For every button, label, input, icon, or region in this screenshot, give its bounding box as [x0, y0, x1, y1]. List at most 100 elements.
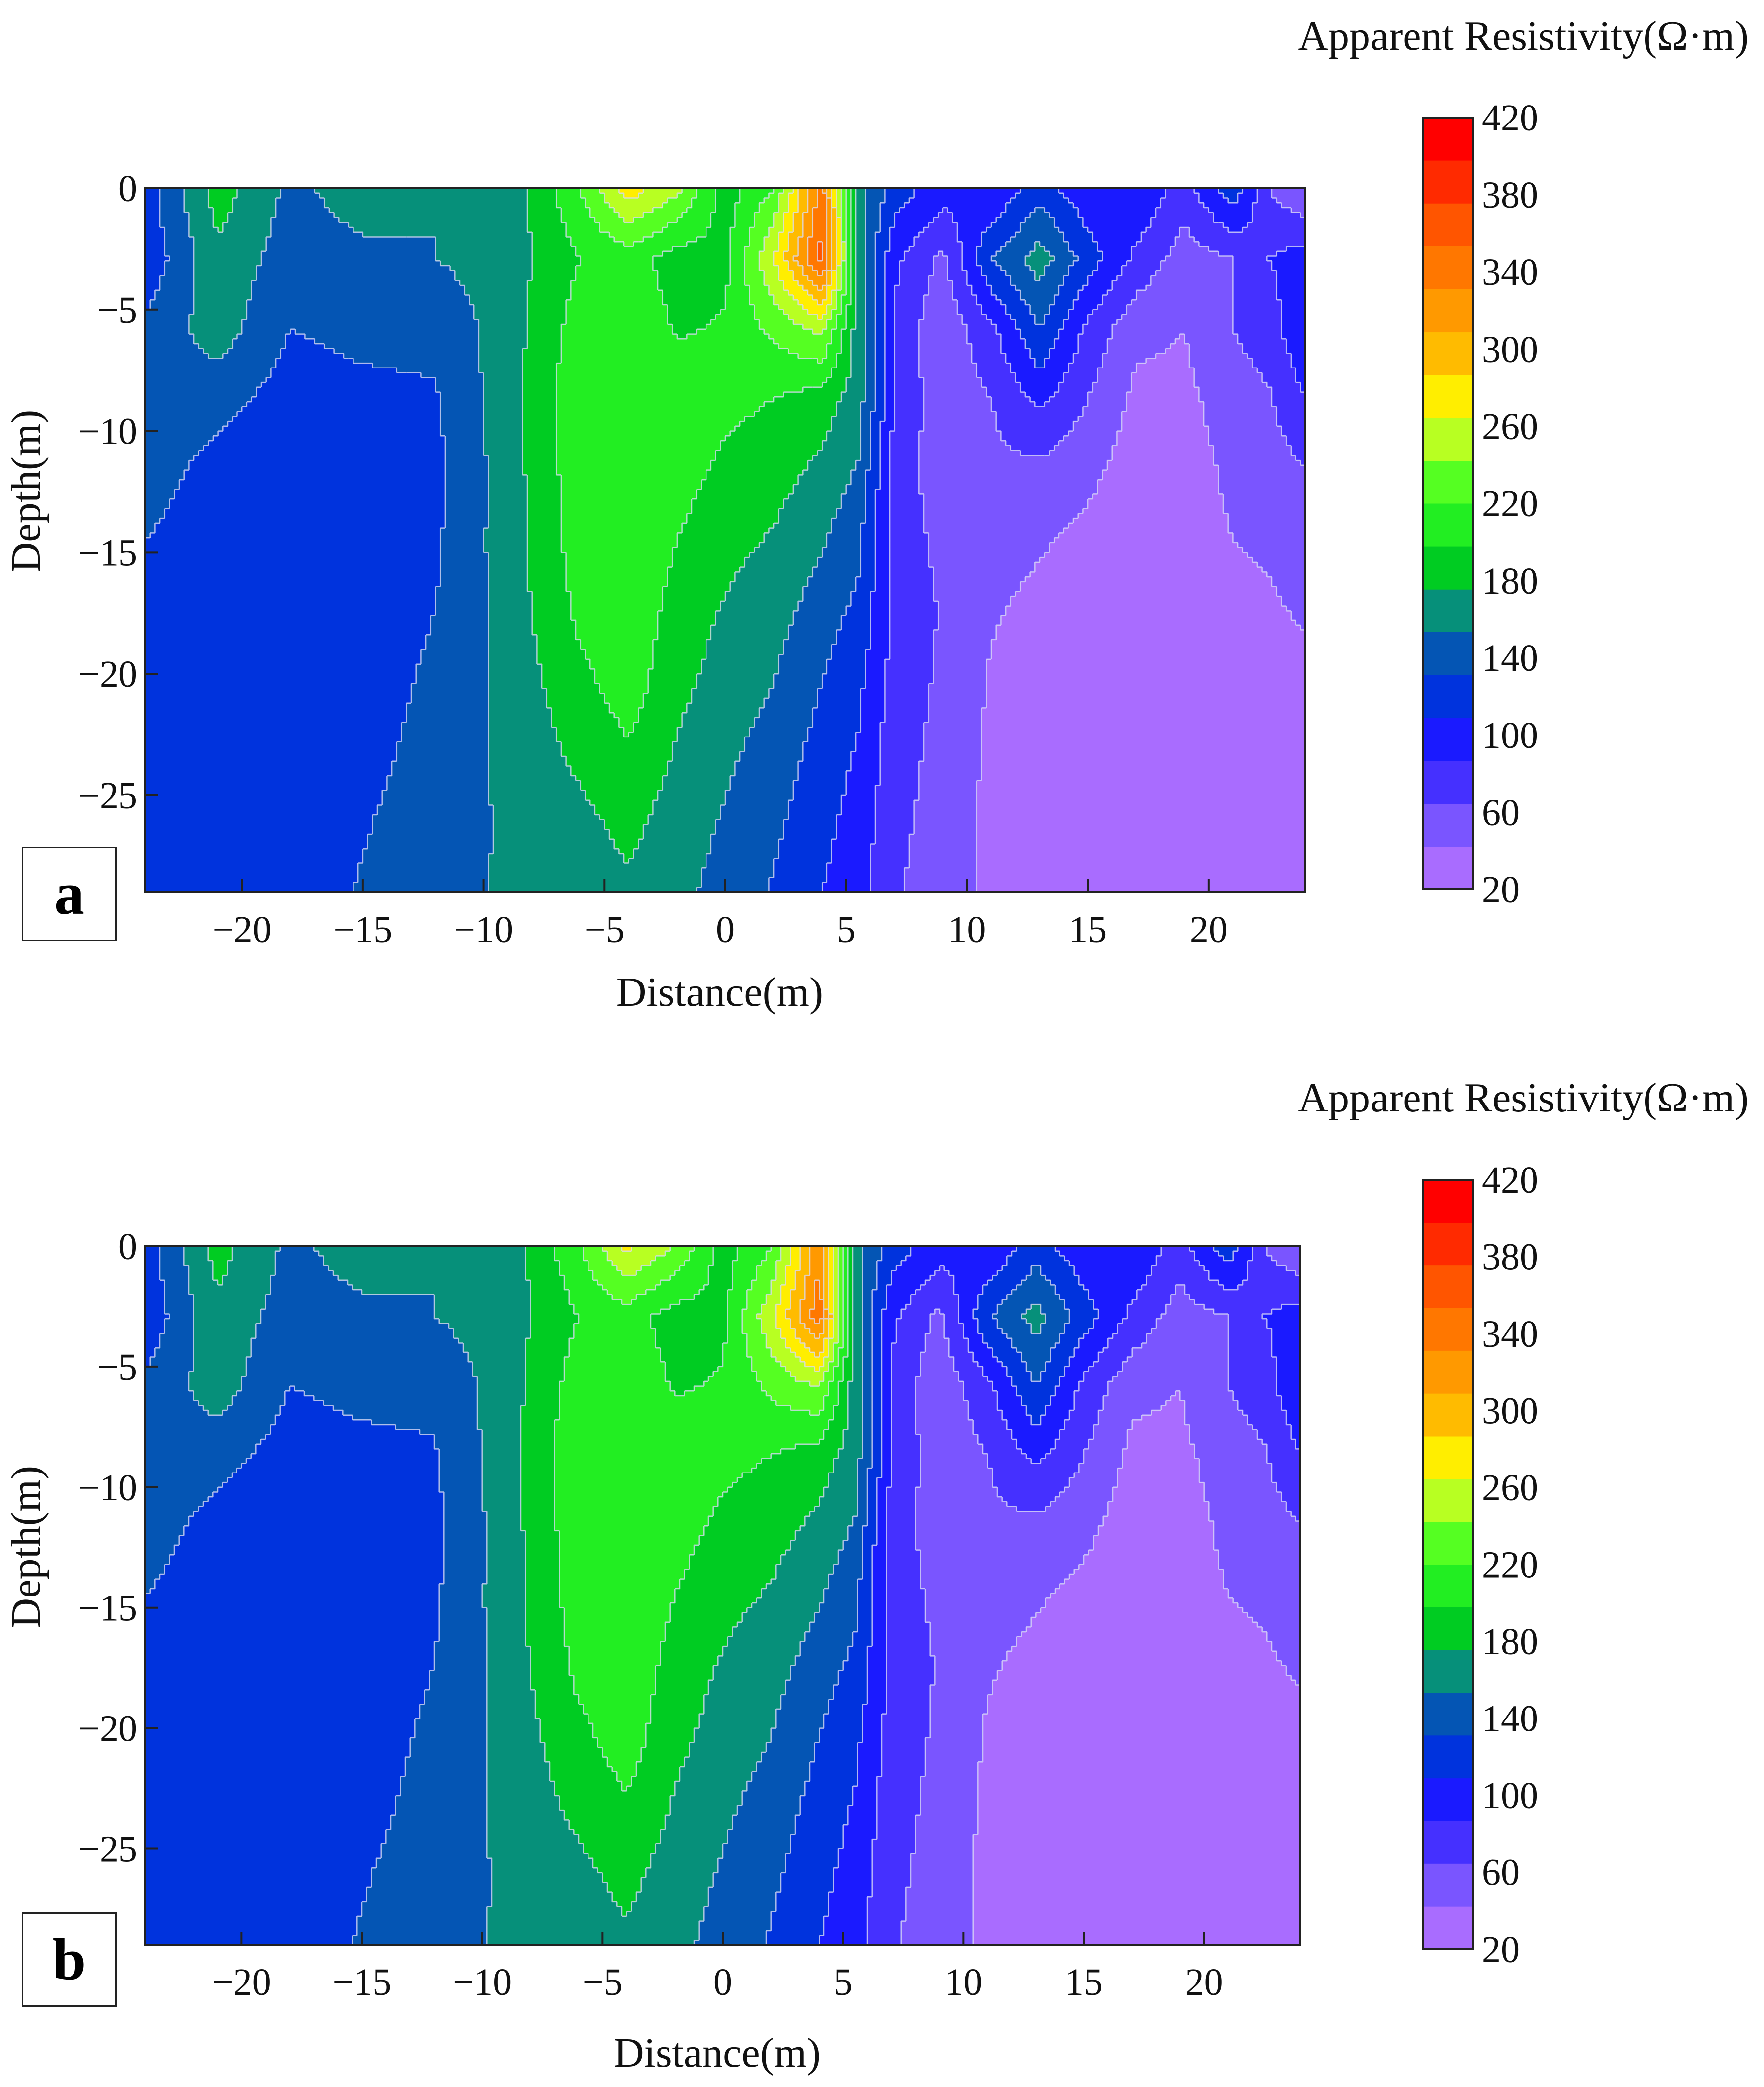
field-cell — [831, 649, 866, 655]
field-cell — [227, 1265, 276, 1271]
field-cell — [522, 392, 557, 397]
field-cell — [223, 222, 272, 228]
field-cell — [856, 460, 871, 466]
field-cell — [561, 480, 702, 485]
field-cell — [831, 858, 871, 864]
field-cell — [803, 751, 852, 757]
field-cell — [559, 1261, 588, 1266]
field-cell — [145, 1270, 160, 1276]
field-cell — [604, 824, 644, 830]
field-cell — [919, 372, 977, 378]
field-cell — [1156, 1319, 1229, 1324]
field-cell — [1276, 591, 1306, 597]
field-cell — [924, 295, 953, 300]
field-cell — [487, 1632, 526, 1637]
field-cell — [822, 314, 832, 320]
field-cell — [976, 834, 1306, 840]
field-cell — [564, 1275, 593, 1281]
field-cell — [833, 1304, 839, 1310]
field-cell — [1031, 1458, 1041, 1464]
field-cell — [909, 246, 963, 252]
field-cell — [882, 1381, 892, 1387]
field-cell — [184, 208, 214, 213]
field-cell — [992, 1685, 1301, 1690]
field-cell — [706, 853, 779, 859]
field-cell — [810, 1246, 824, 1252]
field-cell — [831, 203, 837, 208]
field-cell — [602, 1285, 656, 1290]
field-cell — [831, 844, 871, 849]
field-cell — [488, 596, 533, 602]
field-cell — [155, 1579, 444, 1584]
field-cell — [962, 242, 982, 247]
field-cell — [658, 630, 711, 635]
field-cell — [856, 193, 866, 199]
field-cell — [899, 266, 934, 271]
field-cell — [860, 436, 871, 441]
field-cell — [401, 732, 489, 737]
field-cell — [846, 246, 852, 252]
field-cell — [323, 1261, 526, 1266]
field-cell — [628, 858, 706, 864]
resistivity-field — [145, 1246, 1301, 1946]
field-cell — [933, 217, 953, 223]
field-cell — [1228, 227, 1243, 233]
field-cell — [1127, 1439, 1190, 1445]
field-cell — [261, 1309, 435, 1315]
field-cell — [851, 591, 871, 597]
field-cell — [793, 611, 847, 616]
field-cell — [367, 839, 494, 845]
field-cell — [406, 717, 489, 723]
field-cell — [530, 1685, 574, 1690]
field-cell — [571, 601, 663, 607]
field-cell — [833, 1690, 868, 1695]
field-cell — [924, 392, 987, 397]
field-cell — [798, 606, 847, 611]
field-cell — [160, 1275, 189, 1281]
field-cell — [920, 1285, 954, 1290]
field-cell — [285, 344, 325, 349]
field-cell — [997, 1492, 1060, 1497]
field-cell — [906, 1304, 959, 1310]
field-cell — [251, 295, 470, 300]
field-cell — [846, 309, 856, 315]
field-cell — [865, 392, 876, 397]
field-cell — [145, 756, 397, 762]
field-cell — [890, 455, 919, 461]
field-cell — [372, 824, 494, 830]
field-cell — [833, 1343, 844, 1348]
field-cell — [976, 785, 1306, 791]
field-cell — [894, 295, 924, 300]
field-cell — [482, 1463, 521, 1469]
colorbar-band — [1423, 589, 1473, 632]
field-cell — [638, 717, 683, 723]
field-cell — [828, 1425, 848, 1430]
field-cell — [890, 460, 919, 466]
field-cell — [261, 1314, 435, 1319]
field-cell — [851, 217, 856, 223]
field-cell — [314, 188, 528, 194]
field-cell — [890, 494, 924, 499]
field-cell — [925, 1612, 1036, 1618]
field-cell — [594, 810, 653, 815]
field-cell — [778, 270, 794, 276]
field-cell — [387, 775, 489, 781]
field-cell — [862, 1434, 873, 1440]
field-cell — [1058, 533, 1233, 538]
field-cell — [944, 1323, 964, 1329]
field-cell — [556, 441, 721, 446]
field-cell — [701, 664, 779, 670]
field-cell — [1107, 344, 1171, 349]
field-cell — [890, 489, 919, 494]
field-cell — [783, 503, 842, 509]
field-cell — [715, 188, 740, 194]
field-cell — [1020, 334, 1059, 339]
field-cell — [715, 208, 736, 213]
field-cell — [401, 722, 489, 728]
field-cell — [444, 1492, 483, 1497]
field-cell — [487, 1675, 531, 1681]
field-cell — [440, 411, 484, 417]
field-cell — [715, 829, 784, 835]
field-cell — [145, 572, 441, 577]
field-cell — [848, 1309, 853, 1315]
